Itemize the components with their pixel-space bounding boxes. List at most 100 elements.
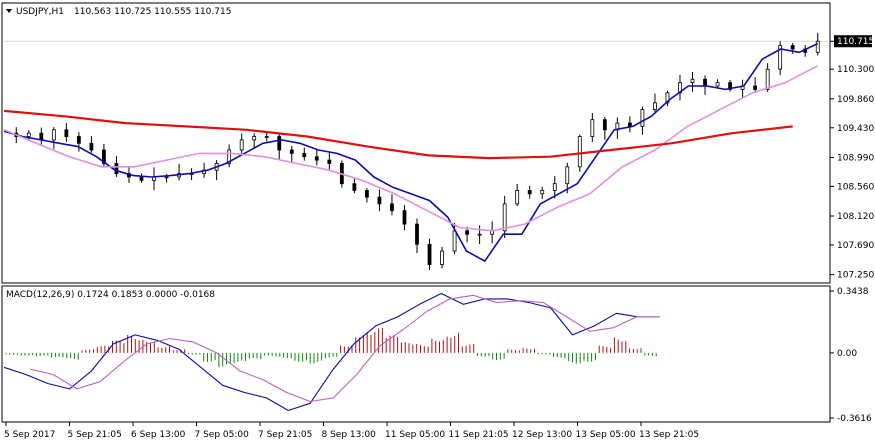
candle-body-down — [390, 203, 394, 212]
candle-body-up — [452, 230, 457, 252]
price-tick-label: 109.430 — [837, 124, 874, 134]
candle-body-up — [577, 136, 582, 168]
candle — [602, 116, 607, 140]
candle-body-down — [377, 196, 382, 205]
candle-body-down — [728, 82, 732, 90]
price-tick-label: 109.860 — [837, 95, 874, 105]
candle — [327, 151, 332, 171]
candle-body-down — [527, 190, 532, 195]
candle-body-down — [314, 156, 319, 161]
x-tick-label: 5 Sep 2017 — [4, 430, 55, 440]
x-tick-label: 7 Sep 05:00 — [195, 430, 250, 440]
macd-tick-label: -0.3616 — [837, 414, 872, 424]
candle-body-up — [778, 45, 783, 70]
x-tick-label: 5 Sep 21:05 — [68, 430, 122, 440]
candle-body-up — [715, 82, 720, 87]
candle — [690, 71, 695, 92]
price-panel-frame[interactable] — [1, 2, 831, 284]
price-layer — [3, 32, 828, 271]
candle — [289, 146, 294, 163]
x-tick-label: 8 Sep 13:00 — [322, 430, 377, 440]
candle-body-up — [264, 136, 269, 138]
candle — [502, 195, 507, 239]
candle — [653, 93, 657, 114]
candle — [314, 149, 319, 166]
candle — [415, 218, 419, 254]
axis-layer: 110.715 110.300 109.860 109.430 108.990 108.5… — [4, 35, 874, 440]
candle-body-up — [252, 136, 257, 141]
candle — [778, 41, 783, 76]
candle-body-down — [114, 163, 119, 174]
price-tick-label: 108.120 — [837, 212, 874, 222]
macd-layer — [3, 292, 660, 412]
candle-body-up — [164, 176, 169, 179]
candle-body-down — [327, 159, 332, 164]
candle-body-down — [39, 132, 44, 141]
x-tick-label: 13 Sep 05:00 — [576, 430, 636, 440]
candle-body-up — [690, 78, 695, 84]
candle — [753, 77, 758, 93]
candle-body-up — [653, 102, 657, 110]
candle-body-down — [102, 149, 106, 164]
candle — [76, 132, 81, 152]
price-tick-label: 110.300 — [837, 65, 874, 75]
x-tick-label: 12 Sep 13:00 — [512, 430, 572, 440]
price-tick-label: 108.560 — [837, 182, 874, 192]
candle — [302, 147, 307, 161]
symbol-label: USDJPY,H1 — [16, 7, 64, 17]
candle-body-down — [465, 230, 469, 235]
candle-body-up — [565, 166, 570, 185]
candle — [252, 133, 257, 149]
price-tick-label: 108.990 — [837, 153, 874, 163]
x-tick-label: 7 Sep 21:05 — [258, 430, 312, 440]
candle-body-down — [352, 183, 357, 191]
candle — [51, 127, 56, 150]
candle — [377, 189, 382, 212]
candle — [715, 79, 720, 89]
macd-line — [3, 292, 660, 412]
candle-body-down — [703, 78, 707, 87]
current-price-tag — [834, 35, 872, 48]
candle-body-down — [790, 45, 795, 50]
candle — [390, 194, 394, 216]
x-tick-label: 11 Sep 05:00 — [385, 430, 445, 440]
candle-body-up — [665, 92, 670, 104]
candle — [402, 205, 407, 231]
ma-line-slow — [3, 109, 793, 160]
candle — [239, 133, 244, 155]
candle — [527, 185, 532, 199]
candle — [277, 133, 282, 160]
candle-body-up — [477, 233, 482, 236]
ma-line-mid — [3, 65, 819, 232]
triangle-down-icon[interactable] — [6, 9, 12, 13]
candle — [515, 183, 520, 207]
candle — [665, 90, 670, 107]
macd-tick-label: 0.3438 — [837, 287, 869, 297]
candle — [26, 130, 31, 141]
candle-body-up — [815, 40, 820, 53]
candle-body-down — [64, 129, 69, 137]
candle-body-up — [239, 139, 244, 151]
candle — [352, 178, 357, 194]
candle — [440, 246, 444, 269]
signal-line — [29, 294, 660, 403]
candle — [465, 226, 469, 243]
candle — [264, 131, 269, 142]
candle-body-down — [302, 152, 307, 158]
candle-body-down — [76, 136, 81, 144]
macd-panel-frame[interactable] — [1, 285, 831, 423]
candle-body-up — [540, 190, 545, 195]
x-tick-label: 13 Sep 21:05 — [639, 430, 699, 440]
candle-body-up — [227, 149, 232, 164]
macd-title: MACD(12,26,9) 0.1724 0.1853 0.0000 -0.01… — [6, 290, 215, 300]
x-tick-label: 6 Sep 13:00 — [131, 430, 186, 440]
candle-body-up — [765, 68, 770, 90]
candle-body-down — [89, 142, 94, 151]
candle — [64, 123, 69, 142]
candle-body-up — [26, 132, 31, 137]
candle — [552, 176, 557, 199]
candle-body-down — [415, 223, 419, 245]
candle — [89, 135, 94, 153]
candle-body-up — [552, 183, 557, 191]
